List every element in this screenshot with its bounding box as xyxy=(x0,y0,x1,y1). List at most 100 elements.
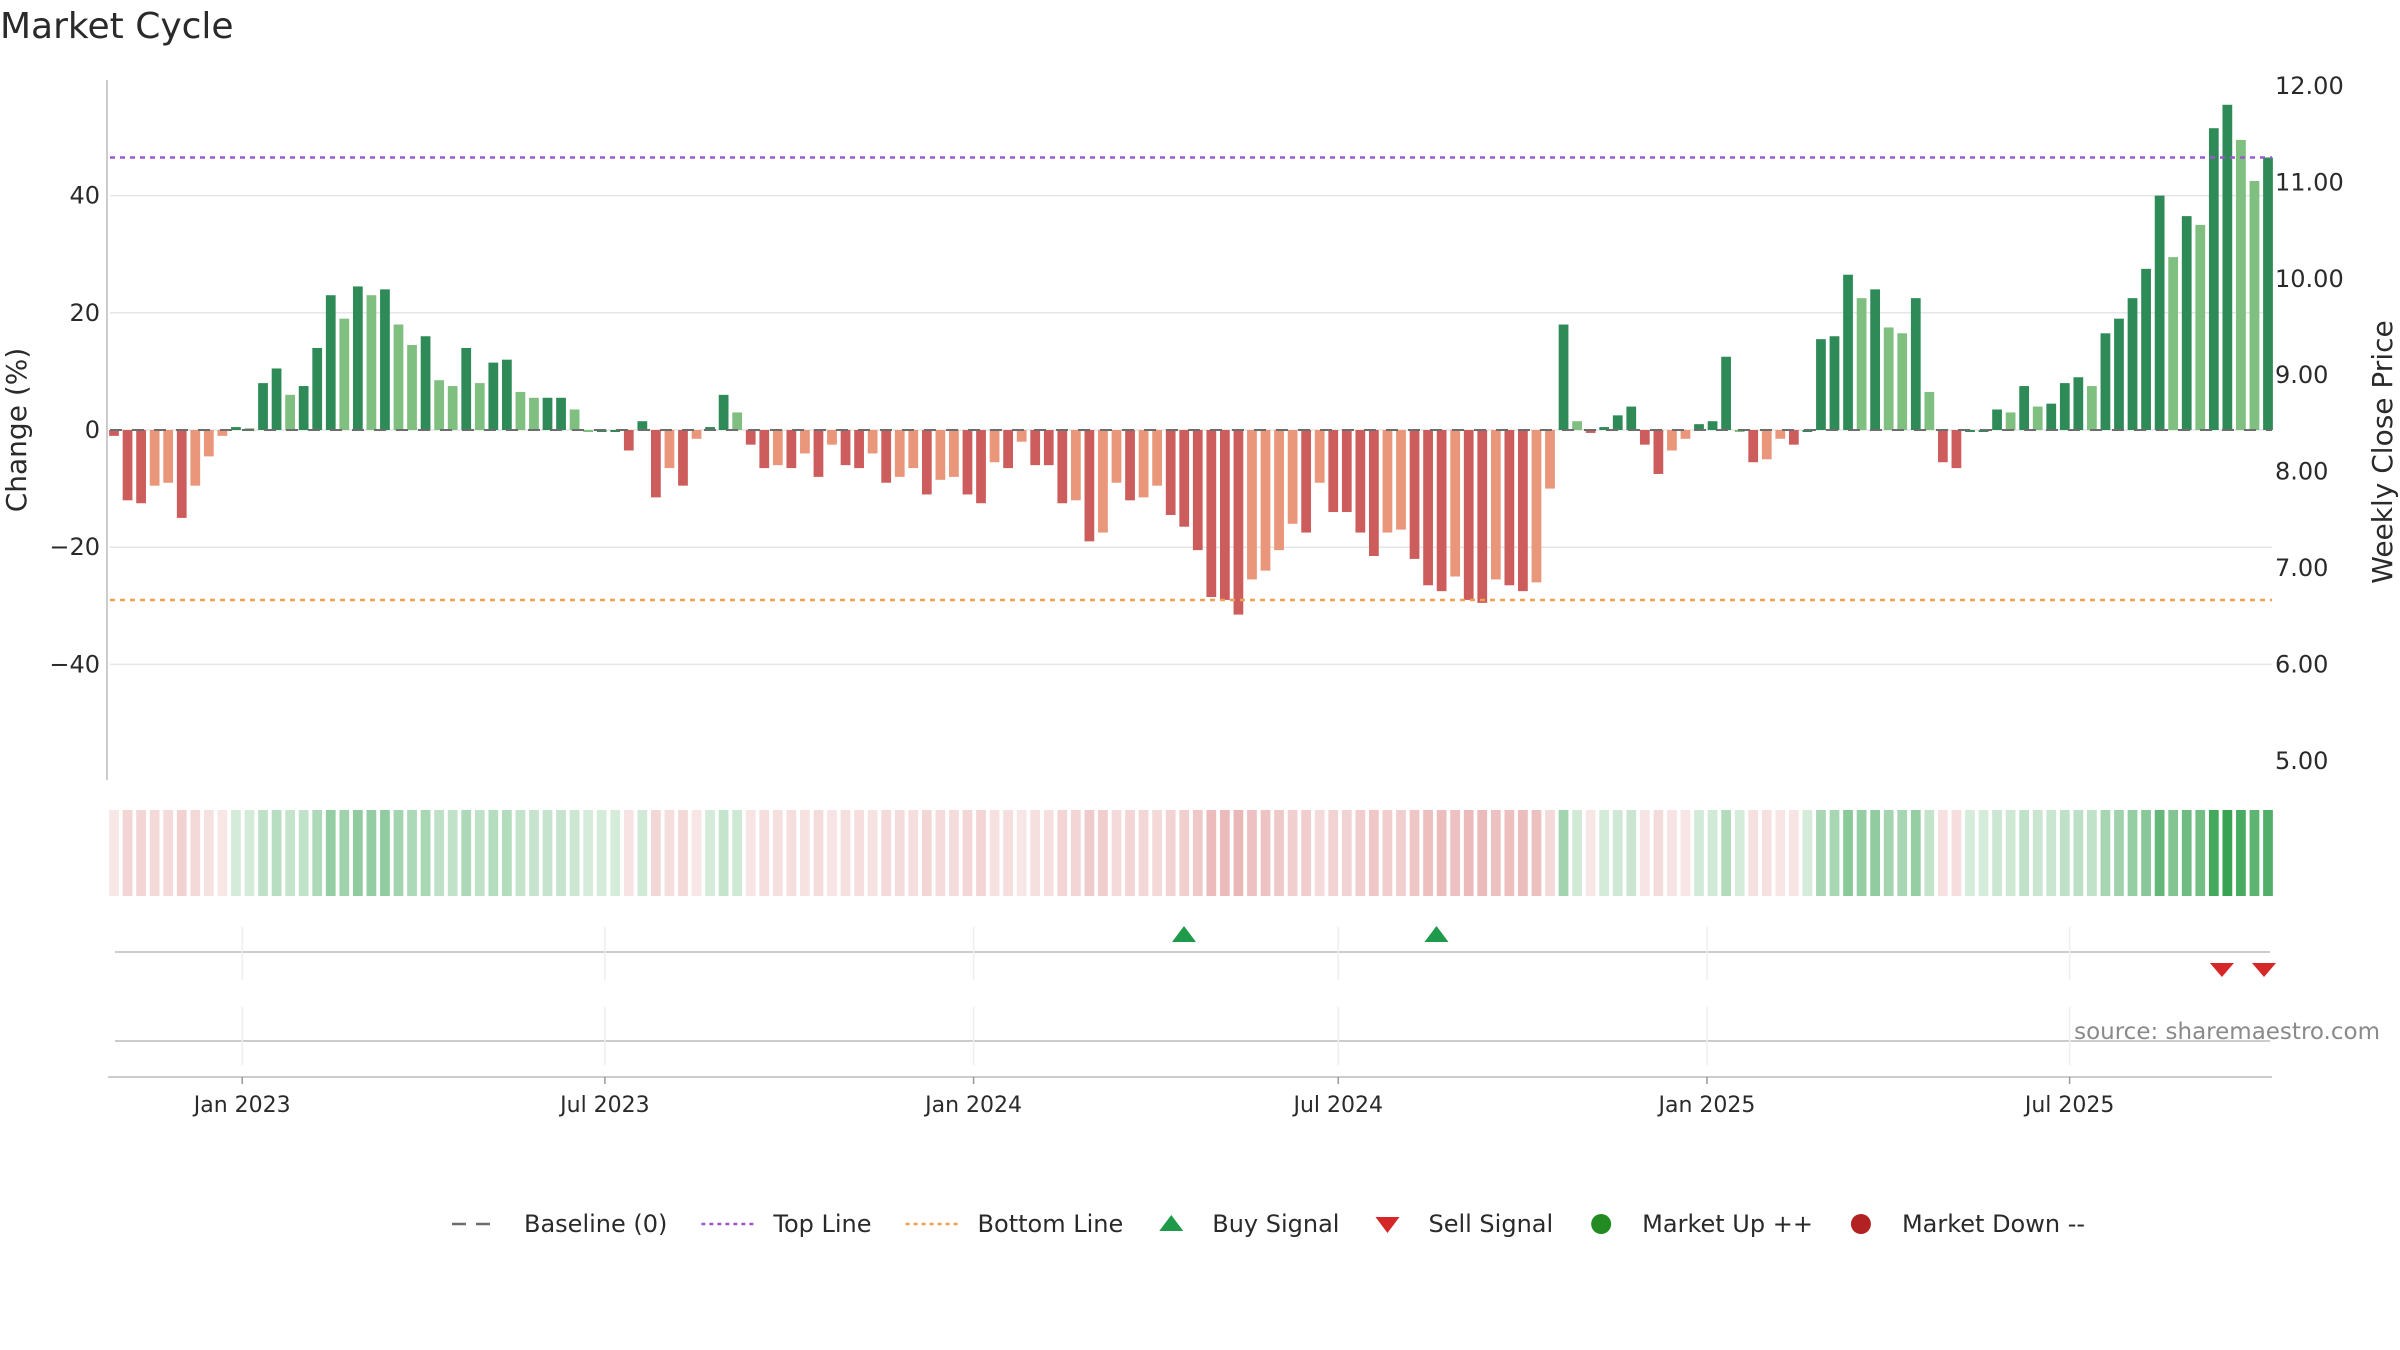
heat-cell xyxy=(840,810,851,896)
heat-cell xyxy=(407,810,417,896)
bar xyxy=(1057,430,1068,504)
bar xyxy=(2087,386,2097,430)
heat-cell xyxy=(1612,810,1623,896)
bar xyxy=(2127,298,2138,430)
bar xyxy=(583,430,594,432)
bar xyxy=(1680,430,1691,439)
bar xyxy=(1883,327,1894,430)
bar xyxy=(2032,406,2043,430)
heat-cell xyxy=(1639,810,1650,896)
bar xyxy=(461,347,472,430)
heat-cell xyxy=(867,810,878,896)
bar xyxy=(529,397,539,430)
heat-cell xyxy=(1030,810,1041,896)
bar xyxy=(1016,430,1027,442)
legend-item: Market Down -- xyxy=(1850,1210,2085,1238)
bar xyxy=(1694,424,1704,430)
heat-cell xyxy=(664,810,675,896)
bar xyxy=(1382,430,1393,533)
heat-cell xyxy=(1396,810,1406,896)
heat-cell xyxy=(1843,810,1853,896)
heat-cell xyxy=(2208,810,2219,896)
heat-cell xyxy=(2127,810,2138,896)
bar xyxy=(2249,180,2260,430)
bar xyxy=(705,427,715,430)
heat-cell xyxy=(772,810,783,896)
bar xyxy=(1328,430,1339,513)
y2-tick-label: 5.00 xyxy=(2275,747,2328,775)
y-tick-label: −40 xyxy=(49,650,100,678)
bar xyxy=(190,430,201,486)
bar xyxy=(867,430,878,454)
bar xyxy=(1409,430,1420,559)
bar xyxy=(1084,430,1095,542)
heat-cell xyxy=(2249,810,2260,896)
bar xyxy=(1667,430,1677,451)
heat-cell xyxy=(325,810,336,896)
heat-cell xyxy=(1694,810,1704,896)
legend-label: Top Line xyxy=(772,1210,871,1238)
bar xyxy=(1558,324,1569,430)
heat-cell xyxy=(488,810,499,896)
heat-cell xyxy=(1084,810,1095,896)
heat-cell xyxy=(732,810,743,896)
y-tick-label: 20 xyxy=(69,299,100,327)
buy-signal-marker xyxy=(1171,926,1196,942)
bar xyxy=(1910,298,1921,430)
bar xyxy=(976,430,986,504)
bar xyxy=(2073,377,2084,430)
bar xyxy=(1531,430,1542,583)
heat-cell xyxy=(271,810,282,896)
legend-item: Baseline (0) xyxy=(452,1210,667,1238)
bar xyxy=(1612,415,1623,430)
bar xyxy=(623,430,634,451)
legend-label: Bottom Line xyxy=(978,1210,1124,1238)
heat-cell xyxy=(1870,810,1881,896)
bar xyxy=(1748,430,1759,463)
bar xyxy=(2195,224,2206,430)
heat-cell xyxy=(1165,810,1176,896)
heat-cell xyxy=(1978,810,1989,896)
bar xyxy=(881,430,892,483)
sell-signal-marker xyxy=(2252,963,2276,977)
y2-tick-label: 11.00 xyxy=(2275,168,2344,196)
heat-cell xyxy=(1450,810,1461,896)
bar xyxy=(908,430,919,469)
bar xyxy=(231,427,241,430)
bar xyxy=(732,412,743,430)
bar xyxy=(1721,356,1731,430)
heat-cell xyxy=(1599,810,1610,896)
heat-cell xyxy=(1152,810,1163,896)
heat-cell xyxy=(1409,810,1420,896)
bar xyxy=(1504,430,1515,586)
bar xyxy=(1165,430,1176,515)
bar xyxy=(447,386,458,430)
heat-cell xyxy=(813,810,824,896)
x-tick-label: Jul 2025 xyxy=(2023,1093,2115,1118)
heat-cell xyxy=(258,810,268,896)
heat-cell xyxy=(2087,810,2097,896)
heat-cell xyxy=(949,810,959,896)
bar xyxy=(949,430,959,477)
heat-cell xyxy=(2059,810,2070,896)
x-tick-label: Jan 2025 xyxy=(1657,1093,1756,1118)
bar xyxy=(1761,430,1772,460)
heat-cell xyxy=(501,810,512,896)
bar xyxy=(163,430,174,483)
heat-cell xyxy=(1138,810,1149,896)
bar xyxy=(1572,421,1582,430)
legend-label: Buy Signal xyxy=(1212,1210,1339,1238)
bar xyxy=(339,318,350,430)
heat-cell xyxy=(1707,810,1718,896)
bar xyxy=(474,383,485,430)
heat-cell xyxy=(1098,810,1108,896)
legend-label: Baseline (0) xyxy=(524,1210,667,1238)
heat-cell xyxy=(623,810,634,896)
heat-cell xyxy=(1680,810,1691,896)
bar xyxy=(2019,386,2030,430)
heat-cell xyxy=(2114,810,2124,896)
heat-cell xyxy=(2181,810,2192,896)
heat-cell xyxy=(1653,810,1664,896)
heat-cell xyxy=(2005,810,2016,896)
heat-cell xyxy=(1057,810,1068,896)
